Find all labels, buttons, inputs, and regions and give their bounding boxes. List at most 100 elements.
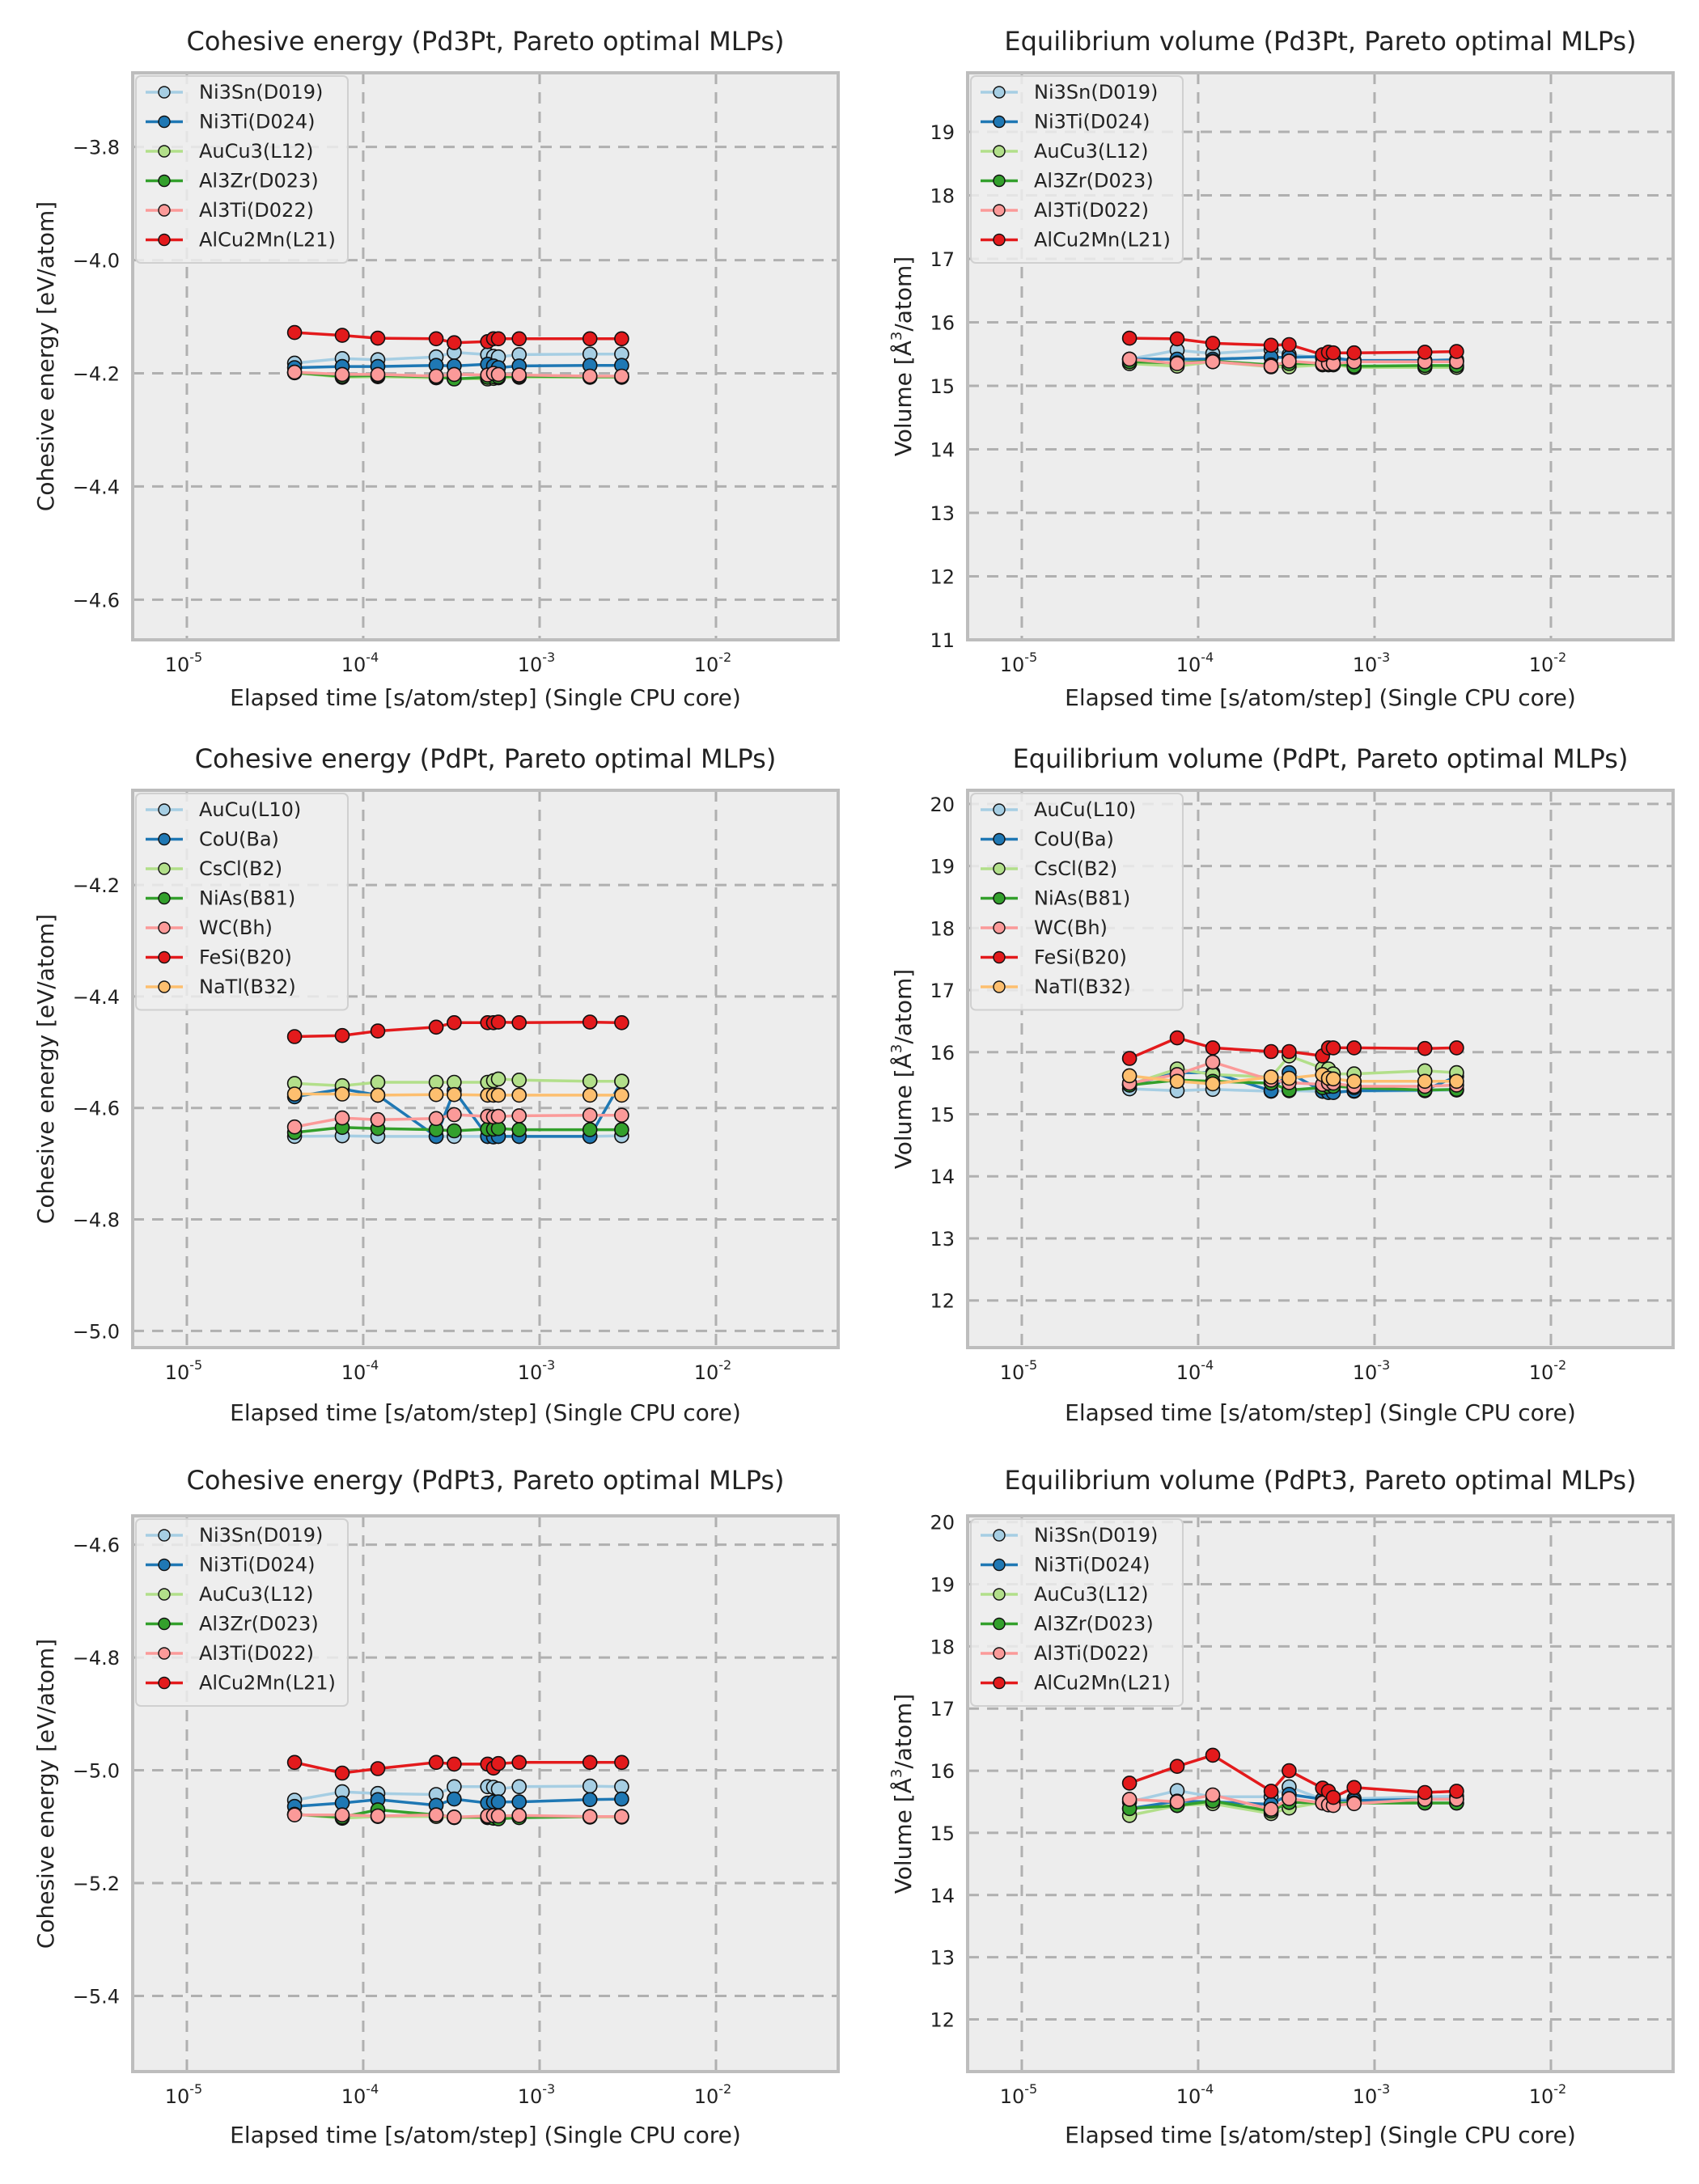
legend-item: FeSi(B20) <box>146 946 292 969</box>
legend-label: AlCu2Mn(L21) <box>199 1672 336 1695</box>
y-tick-label: 20 <box>930 794 955 816</box>
data-point <box>582 1107 598 1123</box>
data-point <box>1205 336 1221 351</box>
data-point <box>370 1761 386 1776</box>
data-point <box>582 1778 598 1794</box>
y-tick-label: 17 <box>930 980 955 1002</box>
y-tick-label: −4.0 <box>73 250 120 273</box>
legend-label: Al3Ti(D022) <box>1034 1642 1149 1665</box>
data-point <box>614 1754 629 1771</box>
data-point <box>1325 1789 1341 1805</box>
legend-label: Al3Ti(D022) <box>1034 199 1149 222</box>
data-point <box>1205 1747 1221 1763</box>
data-point <box>1205 1054 1221 1070</box>
data-point <box>447 1779 462 1795</box>
y-tick-label: −4.6 <box>73 589 120 612</box>
axes-frame <box>131 1514 840 2073</box>
series-Al3Ti(D022) <box>286 364 629 384</box>
data-point <box>286 1807 303 1822</box>
legend-marker-icon <box>158 174 171 188</box>
y-tick-label: 17 <box>930 248 955 271</box>
chart-vol_pd3pt: 10-5 10-4 10-3 10-2 11 12 13 14 15 16 17 18 19 Ni3Sn(… <box>888 26 1675 711</box>
x-tick-label: 10-3 <box>518 650 556 676</box>
legend-marker-icon <box>993 1529 1006 1542</box>
legend-item: AlCu2Mn(L21) <box>146 229 336 252</box>
data-point <box>286 1029 303 1044</box>
data-point <box>428 368 444 384</box>
data-point <box>511 1015 527 1031</box>
data-point <box>511 1073 527 1088</box>
data-point <box>582 1014 598 1030</box>
legend: Ni3Sn(D019) Ni3Ti(D024) AuCu3(L12) Al3Zr(D0… <box>135 75 349 264</box>
y-tick-label: 16 <box>930 1042 955 1064</box>
legend-item: Ni3Sn(D019) <box>981 81 1158 104</box>
data-point <box>428 1111 444 1127</box>
legend-label: Al3Ti(D022) <box>199 1642 314 1665</box>
legend-item: AuCu3(L12) <box>981 140 1149 163</box>
data-point <box>286 1754 303 1771</box>
data-point <box>490 331 506 347</box>
legend-item: CoU(Ba) <box>981 828 1114 851</box>
data-point <box>447 1791 462 1807</box>
x-tick-label: 10-4 <box>341 650 379 676</box>
legend-marker-icon <box>993 980 1006 993</box>
legend-label: AlCu2Mn(L21) <box>199 229 336 252</box>
legend-marker-icon <box>993 1617 1006 1631</box>
data-point <box>1169 331 1185 347</box>
legend-marker-icon <box>993 1647 1006 1660</box>
legend-item: CoU(Ba) <box>146 828 279 851</box>
data-point <box>286 364 303 380</box>
legend-box <box>970 1518 1184 1707</box>
legend-box <box>970 793 1184 1011</box>
y-tick-label: 18 <box>930 917 955 940</box>
y-tick-label: 19 <box>930 121 955 144</box>
legend-item: WC(Bh) <box>981 916 1108 939</box>
legend: Ni3Sn(D019) Ni3Ti(D024) AuCu3(L12) Al3Zr(D0… <box>970 75 1184 264</box>
data-point <box>1346 1073 1362 1090</box>
data-point <box>1263 1069 1279 1085</box>
legend-label: AuCu3(L12) <box>1034 1583 1149 1606</box>
legend-item: Al3Zr(D023) <box>146 170 319 193</box>
y-tick-label: 12 <box>930 1290 955 1313</box>
data-point <box>582 1073 598 1089</box>
legend-box <box>135 793 349 1011</box>
legend: Ni3Sn(D019) Ni3Ti(D024) AuCu3(L12) Al3Zr(D0… <box>970 1518 1184 1707</box>
legend-box <box>135 1518 349 1707</box>
data-point <box>286 1119 303 1135</box>
y-tick-label: 19 <box>930 856 955 878</box>
series-NaTl(B32) <box>286 1086 629 1103</box>
data-point <box>1282 1763 1297 1779</box>
x-tick-label: 10-2 <box>694 1357 732 1384</box>
legend-item: NiAs(B81) <box>981 887 1130 910</box>
series-Ni3Ti(D024) <box>286 356 629 375</box>
data-point <box>370 1111 386 1128</box>
legend-box <box>135 75 349 264</box>
legend-label: Ni3Ti(D024) <box>199 1554 316 1577</box>
legend-marker-icon <box>158 233 171 247</box>
legend-label: Ni3Sn(D019) <box>1034 1524 1158 1547</box>
data-point <box>447 335 462 351</box>
legend-label: CoU(Ba) <box>199 828 279 851</box>
data-point <box>1263 1784 1279 1799</box>
legend-item: Al3Ti(D022) <box>981 1642 1149 1665</box>
legend-label: AuCu(L10) <box>1034 798 1136 821</box>
axes-frame <box>131 789 840 1349</box>
legend-marker-icon <box>158 950 171 964</box>
data-point <box>490 1755 506 1771</box>
data-point <box>511 1808 527 1823</box>
data-point <box>1282 1070 1297 1086</box>
data-point <box>286 1086 303 1102</box>
legend-marker-icon <box>158 1676 171 1690</box>
data-point <box>1346 345 1362 361</box>
legend-item: AuCu3(L12) <box>981 1583 1149 1606</box>
legend-marker-icon <box>158 980 171 993</box>
legend-marker-icon <box>993 204 1006 217</box>
data-point <box>1205 1787 1221 1803</box>
legend: AuCu(L10) CoU(Ba) CsCl(B2) NiAs(B81) WC(Bh) F… <box>135 793 349 1011</box>
data-point <box>511 1108 527 1124</box>
series-FeSi(B20) <box>1121 1030 1464 1066</box>
series-AlCu2Mn(L21) <box>1121 330 1464 362</box>
chart-vol_pdpt3: 10-5 10-4 10-3 10-2 12 13 14 15 16 17 18 19 20 Ni3Sn(… <box>888 1465 1675 2148</box>
x-tick-label: 10-2 <box>1529 650 1567 676</box>
axes-frame <box>966 789 1675 1349</box>
